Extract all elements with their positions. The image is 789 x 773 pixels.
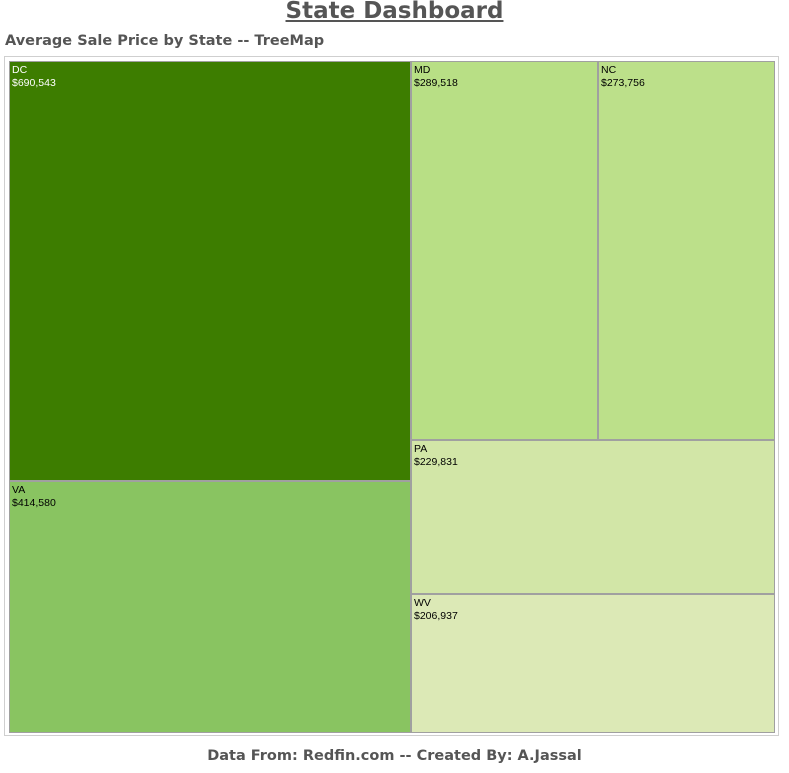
tile-rect-va[interactable] [9,481,411,733]
tile-pa[interactable]: PA$229,831 [411,440,775,594]
tile-state-label-dc: DC [12,64,28,76]
tile-state-label-wv: WV [414,597,431,609]
tile-va[interactable]: VA$414,580 [9,481,411,733]
chart-subtitle: Average Sale Price by State -- TreeMap [5,33,325,49]
tile-state-label-nc: NC [601,64,617,76]
tile-value-label-va: $414,580 [12,497,56,509]
treemap-frame: DC $690,543 VA $414,580 MD $289,518 NC $273,756… [4,56,779,736]
tile-rect-pa[interactable] [411,440,775,594]
tile-value-label-nc: $273,756 [601,77,645,89]
tile-value-label-dc: $690,543 [12,77,56,89]
tile-rect-wv[interactable] [411,594,775,733]
page-title: State Dashboard [285,0,504,24]
treemap-chart: DC$690,543VA$414,580MD$289,518NC$273,756… [9,61,775,733]
tile-rect-md[interactable] [411,61,598,440]
tile-rect-dc[interactable] [9,61,411,481]
tile-dc[interactable]: DC$690,543 [9,61,411,481]
tile-wv[interactable]: WV$206,937 [411,594,775,733]
tile-value-label-md: $289,518 [414,77,458,89]
tile-state-label-md: MD [414,64,431,76]
tile-rect-nc[interactable] [598,61,775,440]
tile-value-label-pa: $229,831 [414,456,458,468]
tile-nc[interactable]: NC$273,756 [598,61,775,440]
footer-credit: Data From: Redfin.com -- Created By: A.J… [207,748,582,764]
tile-value-label-wv: $206,937 [414,610,458,622]
tile-state-label-pa: PA [414,443,427,455]
tile-state-label-va: VA [12,484,25,496]
tile-md[interactable]: MD$289,518 [411,61,598,440]
